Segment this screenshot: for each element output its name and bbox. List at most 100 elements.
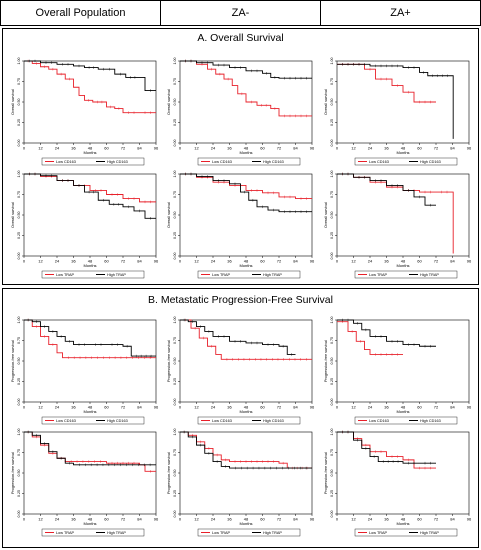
legend-entry: Low TRAP — [56, 273, 75, 277]
x-axis-label: Months — [396, 150, 409, 155]
x-tick-label: 60 — [104, 146, 109, 151]
y-tick-label: 0.75 — [173, 337, 177, 344]
y-tick-label: 1.00 — [17, 317, 21, 324]
y-tick-label: 1.00 — [173, 317, 177, 324]
y-tick-label: 0.50 — [330, 358, 334, 365]
x-axis-label: Months — [396, 521, 409, 526]
chart-a23: 0.00 0.25 0.50 0.75 1.00 Overall survival 0 12 2… — [324, 171, 472, 279]
x-tick-label: 72 — [121, 405, 126, 410]
x-tick-label: 60 — [104, 517, 109, 522]
legend-box — [41, 157, 145, 166]
y-tick-label: 0.75 — [330, 191, 334, 198]
y-axis-label: Progression-free survival — [11, 452, 15, 494]
y-tick-label: 0.75 — [173, 449, 177, 456]
y-tick-label: 0.50 — [17, 99, 21, 106]
x-tick-label: 48 — [401, 259, 406, 264]
x-tick-label: 60 — [260, 405, 265, 410]
x-tick-label: 96 — [154, 517, 159, 522]
legend-box — [354, 270, 458, 279]
panel-overall-survival — [2, 28, 479, 285]
x-tick-label: 36 — [384, 517, 389, 522]
series-line-low-cd163 — [24, 60, 156, 114]
x-tick-label: 12 — [194, 146, 199, 151]
y-tick-label: 0.50 — [17, 470, 21, 477]
x-tick-label: 48 — [88, 146, 93, 151]
x-tick-label: 36 — [384, 405, 389, 410]
x-tick-label: 84 — [137, 405, 142, 410]
legend-entry: High CD163 — [420, 160, 441, 164]
series-line-high-trap — [24, 431, 156, 466]
x-tick-label: 60 — [104, 259, 109, 264]
legend-box — [354, 528, 458, 537]
plot-frame — [336, 60, 470, 144]
legend-entry: Low CD163 — [212, 160, 232, 164]
y-tick-label: 1.00 — [17, 58, 21, 65]
x-axis-label: Months — [83, 521, 96, 526]
legend-entry: Low CD163 — [56, 160, 76, 164]
legend-entry: High TRAP — [420, 531, 439, 535]
chart-b12: 0.00 0.25 0.50 0.75 1.00 Progression-free sur… — [167, 317, 315, 425]
y-tick-label: 0.00 — [173, 511, 177, 518]
series-line-high-cd163 — [180, 319, 296, 355]
x-tick-label: 72 — [434, 259, 439, 264]
x-tick-label: 48 — [88, 517, 93, 522]
y-tick-label: 0.75 — [173, 191, 177, 198]
series-line-high-trap — [337, 173, 436, 206]
y-tick-label: 0.75 — [17, 337, 21, 344]
x-tick-label: 48 — [244, 146, 249, 151]
x-tick-label: 84 — [450, 259, 455, 264]
x-tick-label: 36 — [71, 259, 76, 264]
x-tick-label: 84 — [293, 405, 298, 410]
y-tick-label: 0.00 — [173, 399, 177, 406]
legend-entry: High CD163 — [263, 419, 284, 423]
y-tick-label: 1.00 — [173, 171, 177, 178]
x-tick-label: 24 — [368, 517, 373, 522]
x-tick-label: 24 — [211, 146, 216, 151]
y-tick-label: 0.00 — [17, 140, 21, 147]
x-tick-label: 24 — [368, 405, 373, 410]
y-tick-label: 1.00 — [17, 171, 21, 178]
series-line-high-trap — [180, 173, 312, 213]
x-tick-label: 48 — [401, 517, 406, 522]
y-axis-label: Overall survival — [11, 89, 15, 115]
plot-frame — [23, 431, 157, 515]
x-tick-label: 36 — [227, 517, 232, 522]
legend-entry: High TRAP — [107, 273, 126, 277]
x-tick-label: 48 — [244, 259, 249, 264]
x-tick-label: 24 — [55, 405, 60, 410]
x-tick-label: 60 — [417, 259, 422, 264]
y-tick-label: 1.00 — [330, 429, 334, 436]
legend-entry: High TRAP — [263, 531, 282, 535]
plot-frame — [179, 319, 313, 403]
legend-entry: Low TRAP — [369, 273, 388, 277]
x-tick-label: 12 — [351, 146, 356, 151]
y-tick-label: 0.75 — [330, 337, 334, 344]
y-tick-label: 0.25 — [330, 232, 334, 239]
x-tick-label: 0 — [179, 146, 182, 151]
legend-entry: Low TRAP — [369, 531, 388, 535]
chart-a11: 0.00 0.25 0.50 0.75 1.00 Overall survival 0 12 2… — [11, 58, 159, 166]
y-tick-label: 0.00 — [17, 399, 21, 406]
y-axis-label: Overall survival — [167, 89, 171, 115]
legend-entry: Low CD163 — [212, 419, 232, 423]
x-tick-label: 0 — [23, 405, 26, 410]
y-tick-label: 1.00 — [330, 58, 334, 65]
legend-entry: High CD163 — [420, 419, 441, 423]
series-line-high-cd163 — [337, 63, 454, 139]
x-tick-label: 48 — [244, 517, 249, 522]
x-tick-label: 12 — [38, 146, 43, 151]
y-axis-label: Progression-free survival — [324, 452, 328, 494]
plot-frame — [336, 431, 470, 515]
x-tick-label: 0 — [23, 146, 26, 151]
x-tick-label: 0 — [23, 259, 26, 264]
x-tick-label: 84 — [137, 517, 142, 522]
y-tick-label: 0.50 — [173, 212, 177, 219]
x-tick-label: 72 — [277, 259, 282, 264]
legend-entry: High CD163 — [263, 160, 284, 164]
x-tick-label: 96 — [154, 259, 159, 264]
legend-box — [197, 270, 301, 279]
x-tick-label: 84 — [450, 517, 455, 522]
series-line-low-cd163 — [337, 63, 436, 103]
x-tick-label: 72 — [121, 146, 126, 151]
chart-a13: 0.00 0.25 0.50 0.75 1.00 Overall survival 0 12 2… — [324, 58, 472, 166]
